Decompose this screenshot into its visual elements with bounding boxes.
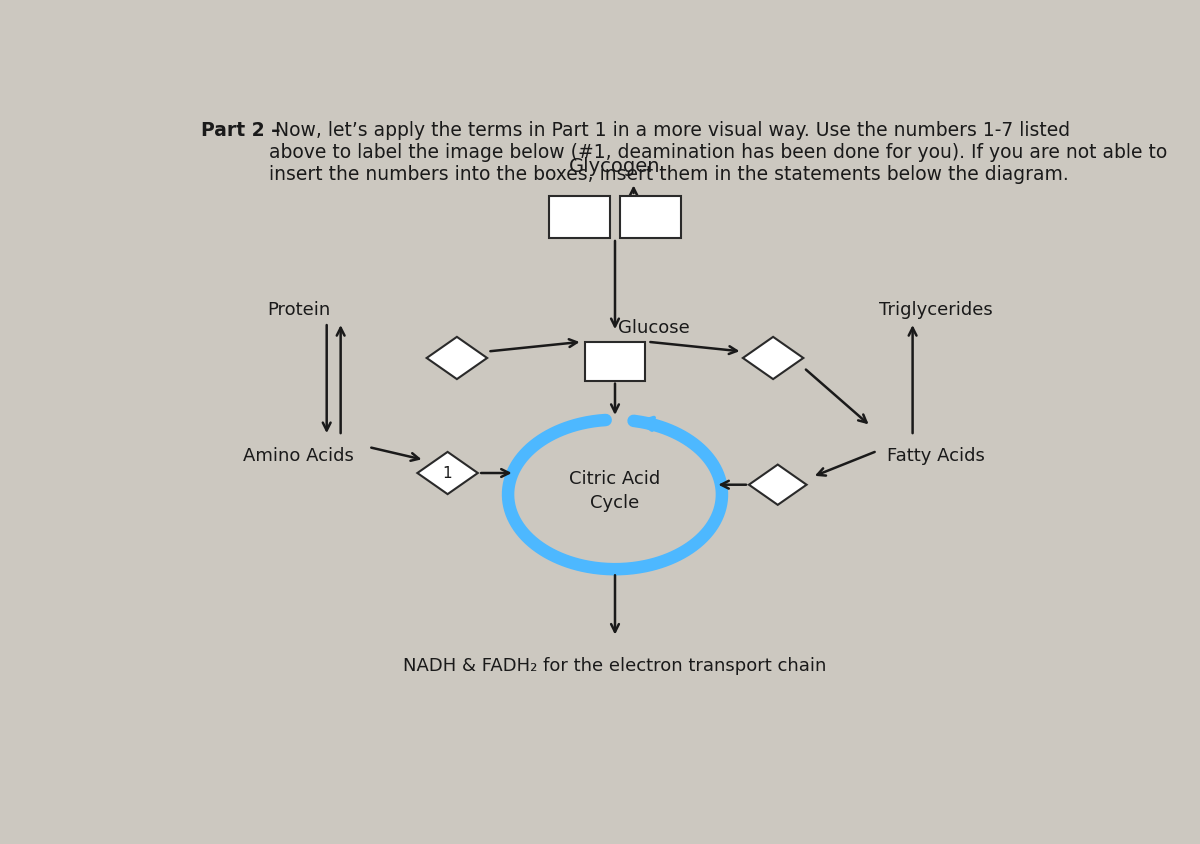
- Bar: [620, 196, 680, 238]
- Text: Fatty Acids: Fatty Acids: [887, 447, 985, 465]
- Polygon shape: [427, 337, 487, 379]
- Text: Part 2 –: Part 2 –: [202, 121, 281, 140]
- Text: Glucose: Glucose: [618, 318, 690, 337]
- Polygon shape: [743, 337, 803, 379]
- Text: Protein: Protein: [268, 301, 330, 319]
- Text: Citric Acid
Cycle: Citric Acid Cycle: [569, 470, 661, 512]
- Polygon shape: [749, 464, 806, 505]
- Text: Amino Acids: Amino Acids: [244, 447, 354, 465]
- Bar: [584, 342, 646, 381]
- Text: Now, let’s apply the terms in Part 1 in a more visual way. Use the numbers 1-7 l: Now, let’s apply the terms in Part 1 in …: [269, 121, 1168, 184]
- Text: Glycogen: Glycogen: [569, 157, 661, 176]
- Bar: [550, 196, 610, 238]
- Polygon shape: [418, 452, 478, 494]
- Text: 1: 1: [443, 466, 452, 480]
- Text: NADH & FADH₂ for the electron transport chain: NADH & FADH₂ for the electron transport …: [403, 657, 827, 675]
- Text: Triglycerides: Triglycerides: [878, 301, 992, 319]
